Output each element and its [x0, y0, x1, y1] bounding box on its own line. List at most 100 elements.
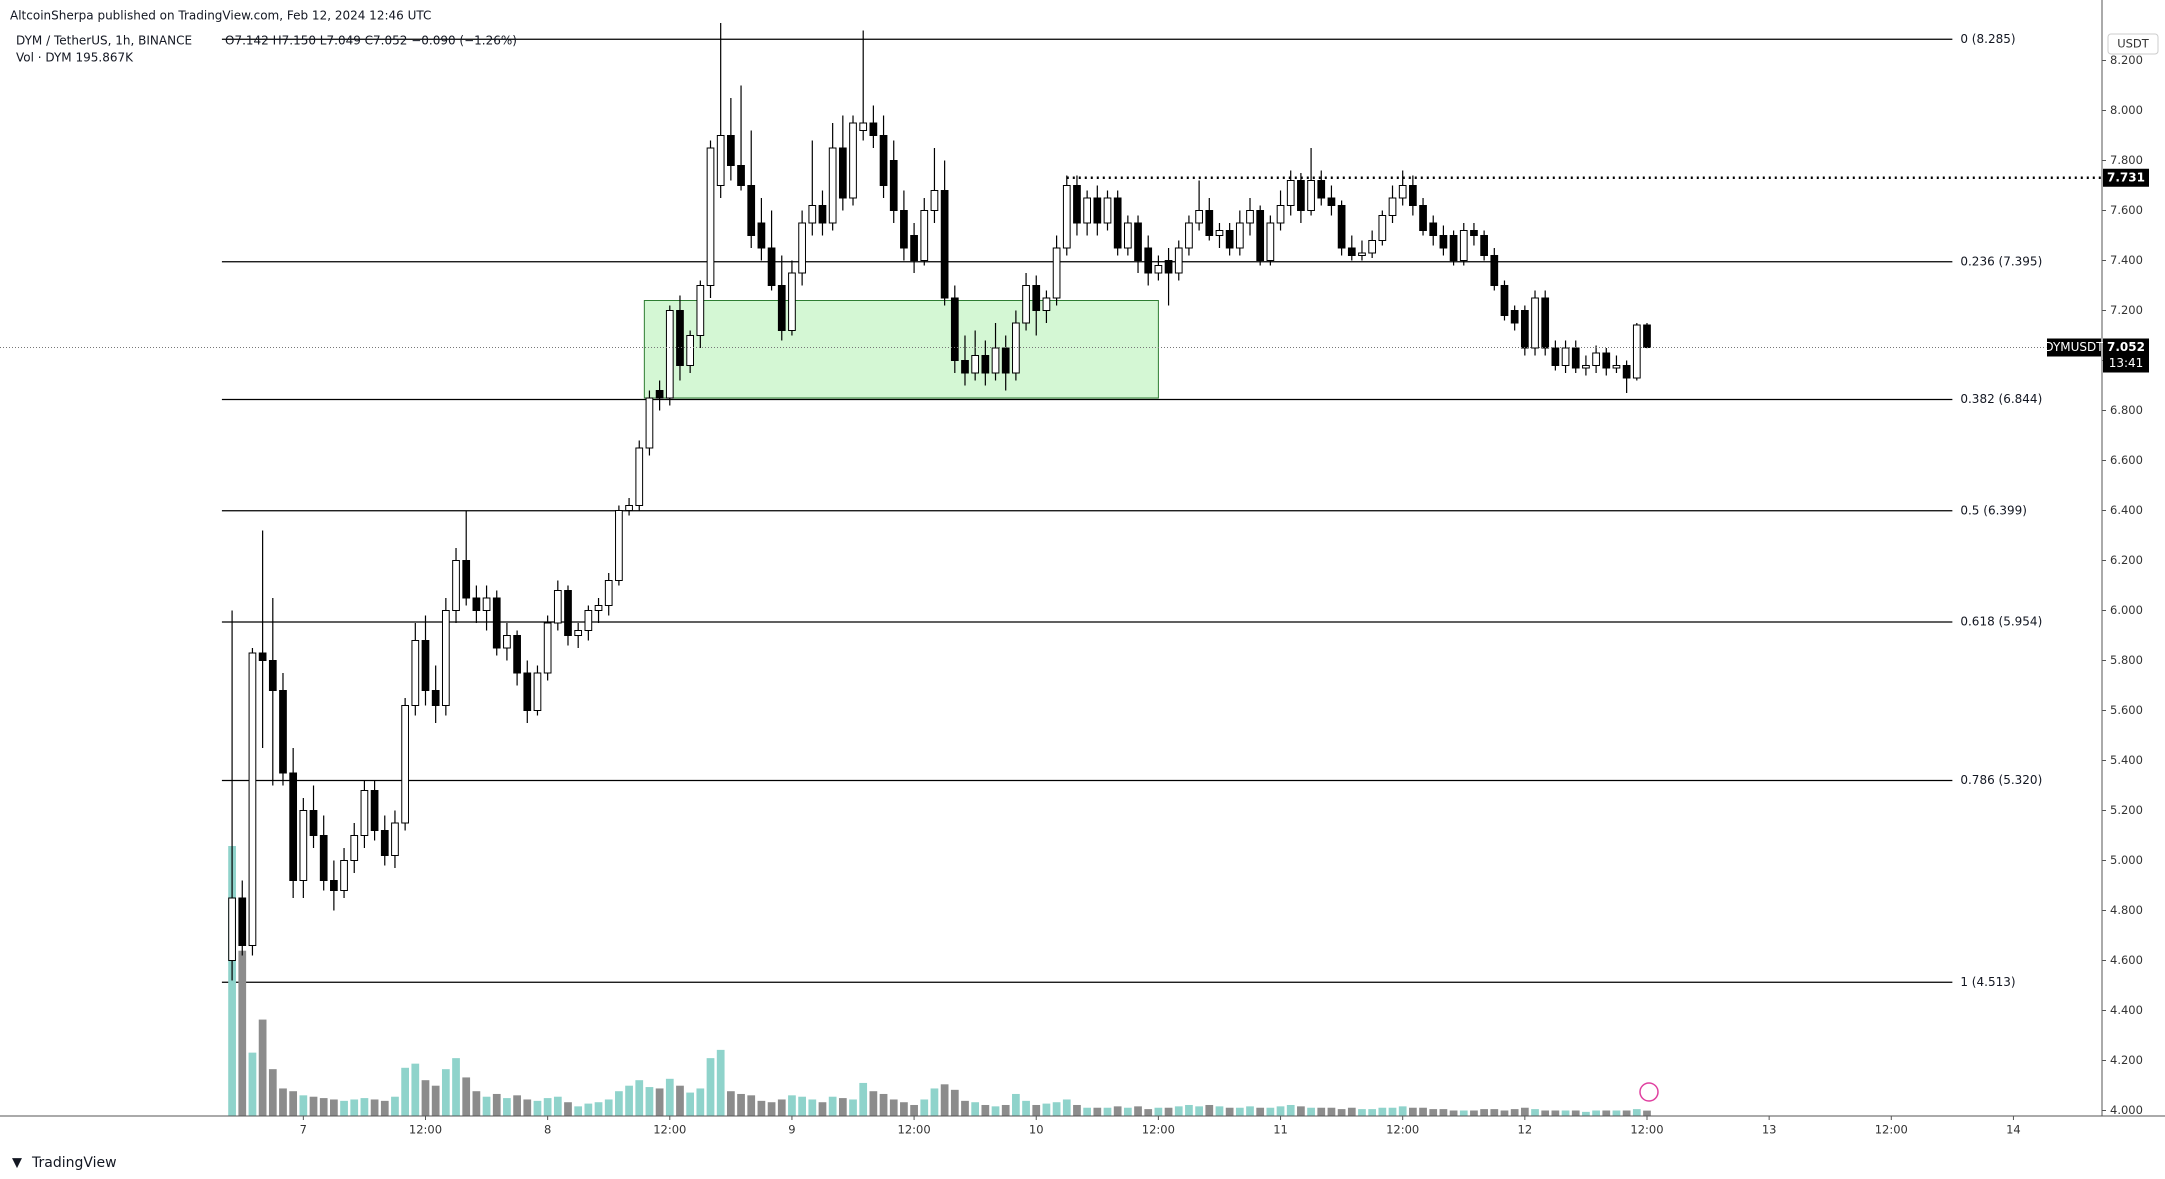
volume-bar [1103, 1107, 1112, 1116]
volume-bar [513, 1095, 521, 1116]
volume-bar [1439, 1109, 1448, 1116]
volume-bar [258, 1019, 267, 1116]
candle-body [1602, 352, 1611, 369]
candle-body [1510, 310, 1519, 324]
volume-bar [726, 1091, 735, 1116]
volume-bar [543, 1098, 552, 1116]
volume-bar [1123, 1107, 1132, 1116]
volume-bar [747, 1095, 756, 1116]
volume-bar [1429, 1109, 1438, 1116]
candle-body [737, 165, 745, 186]
y-tick-label: 8.000 [2110, 103, 2143, 117]
candle-body [1042, 297, 1051, 311]
x-tick-label: 12:00 [1386, 1123, 1419, 1137]
candle-body [452, 560, 460, 611]
volume-bar [1459, 1110, 1468, 1116]
candle-body [625, 505, 633, 511]
volume-bar [1449, 1110, 1458, 1116]
candle-body [543, 622, 552, 674]
volume-bar [1022, 1100, 1030, 1116]
ohlc-legend: O7.142 H7.150 L7.049 C7.052 −0.090 (−1.2… [225, 34, 517, 48]
last-price-label: 7.052 [2107, 340, 2145, 354]
volume-bar [1042, 1103, 1051, 1116]
candle-body [665, 310, 674, 399]
candle-body [1246, 210, 1254, 224]
volume-bar [553, 1096, 562, 1116]
candle-body [1144, 247, 1153, 274]
x-tick-label: 14 [2006, 1123, 2021, 1137]
volume-bar [686, 1092, 695, 1116]
candle-body [1215, 230, 1224, 236]
volume-bar [238, 950, 247, 1116]
volume-bar [920, 1099, 929, 1116]
volume-bar [319, 1098, 328, 1116]
y-tick-label: 4.000 [2110, 1103, 2143, 1117]
volume-bar [441, 1069, 450, 1116]
volume-bar [1266, 1107, 1275, 1116]
candle-body [1022, 285, 1030, 324]
candle-body [258, 652, 267, 661]
x-tick-label: 12 [1518, 1123, 1533, 1137]
candle-body [1062, 185, 1071, 249]
volume-bar [1561, 1110, 1570, 1116]
symbol-legend: DYM / TetherUS, 1h, BINANCE [16, 34, 192, 48]
candle-body [1409, 185, 1417, 206]
volume-bar [1571, 1110, 1580, 1116]
candle-body [920, 210, 929, 261]
volume-bar [1500, 1110, 1509, 1116]
volume-bar [991, 1106, 1000, 1116]
volume-bar [940, 1084, 949, 1116]
volume-bar [1083, 1107, 1092, 1116]
volume-bar [462, 1077, 471, 1116]
candle-body [981, 355, 990, 374]
candle-body [380, 830, 389, 856]
candle-body [930, 190, 939, 211]
candle-body [574, 630, 583, 636]
currency-label: USDT [2117, 37, 2150, 51]
volume-bar [838, 1098, 847, 1116]
volume-bar [1256, 1107, 1265, 1116]
y-tick-label: 7.800 [2110, 153, 2143, 167]
x-tick-label: 9 [788, 1123, 795, 1137]
volume-bar [1276, 1106, 1285, 1116]
candle-body [1266, 222, 1275, 261]
candle-body [289, 772, 298, 881]
volume-bar [1164, 1107, 1173, 1116]
candle-body [1449, 235, 1458, 261]
volume-bar [1286, 1104, 1295, 1116]
volume-bar [1551, 1110, 1560, 1116]
volume-bar [411, 1063, 420, 1116]
volume-bar [1235, 1107, 1244, 1116]
resistance-tag [2103, 168, 2149, 187]
footer-logo: ▼ [12, 1156, 22, 1171]
candle-body [828, 147, 837, 224]
volume-bar [1134, 1106, 1142, 1116]
candle-body [686, 335, 695, 366]
volume-bar [777, 1099, 786, 1116]
volume-bar [625, 1085, 633, 1116]
candle-body [1327, 197, 1336, 206]
volume-bar [706, 1058, 715, 1116]
candle-body [1001, 347, 1010, 374]
volume-bar [655, 1088, 664, 1116]
volume-bar [1012, 1093, 1020, 1116]
candle-body [1388, 197, 1397, 216]
volume-bar [1347, 1107, 1356, 1116]
volume-bar [900, 1102, 908, 1116]
candle-body [340, 860, 348, 891]
candle-body [594, 605, 603, 611]
volume-bar [930, 1088, 939, 1116]
volume-bar [401, 1067, 409, 1116]
volume-bar [1490, 1109, 1499, 1116]
x-tick-label: 12:00 [1875, 1123, 1908, 1137]
resistance-label: 7.731 [2107, 170, 2145, 184]
candle-body [696, 285, 705, 336]
x-tick-label: 12:00 [409, 1123, 442, 1137]
candle-body [818, 205, 827, 224]
volume-bar [1602, 1110, 1611, 1116]
volume-bar [1612, 1110, 1621, 1116]
volume-bar [533, 1100, 542, 1116]
candle-body [676, 310, 684, 366]
volume-bar [503, 1098, 511, 1116]
